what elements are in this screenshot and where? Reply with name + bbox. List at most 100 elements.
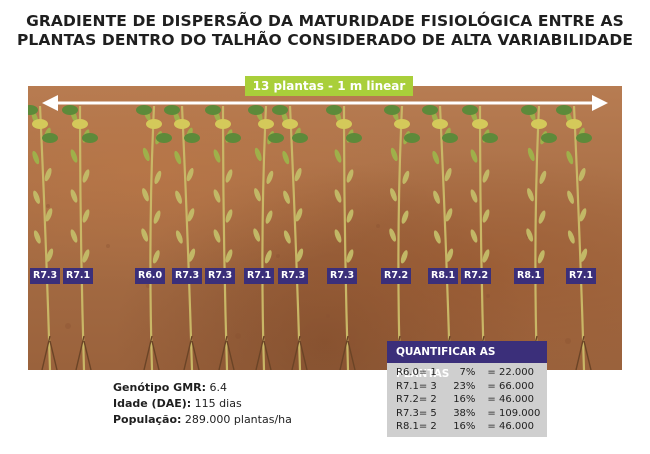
soybean-leaf: [272, 105, 288, 115]
soybean-pod: [538, 210, 546, 224]
soybean-pod: [295, 208, 303, 222]
soybean-pod: [254, 188, 261, 202]
stage-label: R7.3: [205, 268, 236, 284]
plants-illustration: [28, 95, 608, 370]
soybean-pod: [433, 230, 441, 244]
soybean-pod: [213, 229, 221, 243]
soybean-leaf: [205, 105, 221, 115]
soybean-leaf: [184, 133, 200, 143]
soybean-plant: [384, 105, 420, 370]
soybean-leaf: [566, 119, 582, 129]
soybean-pod: [432, 150, 440, 165]
soybean-plant: [272, 105, 308, 370]
plants-per-hectare: = 46.000: [487, 394, 534, 405]
soybean-root: [575, 335, 592, 370]
soybean-pod: [346, 249, 354, 263]
soybean-pod: [82, 169, 90, 183]
soybean-plant: [136, 105, 172, 370]
soybean-leaf: [326, 105, 342, 115]
soybean-leaf: [541, 133, 557, 143]
soybean-leaf: [576, 133, 592, 143]
plants-per-hectare: = 22.000: [487, 367, 534, 378]
quantification-row: R6.0= 1 7% = 22.000: [396, 366, 547, 380]
soybean-pod: [82, 209, 90, 223]
soybean-pod: [566, 150, 574, 165]
soybean-pod: [402, 170, 410, 185]
soybean-pod: [567, 190, 574, 204]
plants-per-hectare: = 66.000: [487, 380, 534, 392]
plants-per-meter-banner: 13 plantas - 1 m linear: [245, 76, 413, 96]
soybean-leaf: [531, 119, 547, 129]
soybean-leaf: [462, 105, 478, 115]
soybean-pod: [444, 167, 452, 182]
soybean-leaf: [215, 119, 231, 129]
soybean-leaf: [282, 119, 298, 129]
stage-count: R7.1= 3: [396, 380, 437, 392]
soybean-leaf: [174, 119, 190, 129]
population-row: População: 289.000 plantas/ha: [113, 412, 292, 428]
quantification-row: R8.1= 2 16% = 46.000: [396, 420, 547, 434]
soybean-leaf: [72, 119, 88, 129]
soybean-pod: [225, 209, 233, 223]
stage-label: R6.0: [135, 268, 166, 284]
soybean-pod: [400, 250, 408, 264]
stage-label: R7.1: [244, 268, 275, 284]
soybean-leaf: [394, 119, 410, 129]
soybean-pod: [44, 167, 52, 182]
soybean-pod: [70, 149, 78, 163]
soybean-pod: [537, 250, 545, 264]
soybean-pod: [142, 188, 149, 202]
soybean-pod: [446, 248, 454, 262]
soybean-pod: [174, 150, 182, 165]
soybean-pod: [334, 189, 342, 203]
soybean-pod: [294, 167, 302, 182]
soybean-pod: [445, 208, 453, 222]
soybean-pod: [482, 249, 490, 263]
stage-percent: 16%: [453, 421, 476, 432]
soybean-root: [291, 335, 308, 370]
soybean-pod: [46, 248, 54, 262]
soybean-pod: [45, 208, 53, 222]
soybean-leaf: [346, 133, 362, 143]
soybean-pod: [33, 230, 41, 244]
soybean-leaf: [248, 105, 264, 115]
soybean-plant: [326, 105, 362, 370]
soybean-pod: [141, 228, 149, 242]
soybean-plant: [164, 105, 200, 370]
soybean-pod: [213, 149, 221, 163]
soybean-root: [143, 335, 160, 370]
soybean-leaf: [62, 105, 78, 115]
stage-label: R7.3: [327, 268, 358, 284]
soybean-pod: [142, 147, 150, 162]
soybean-pod: [580, 248, 588, 262]
soybean-root: [41, 335, 58, 370]
soybean-leaf: [136, 105, 152, 115]
soybean-pod: [470, 149, 478, 163]
stage-label: R7.1: [566, 268, 597, 284]
genotype-row: Genótipo GMR: 6.4: [113, 380, 292, 396]
soybean-leaf: [82, 133, 98, 143]
soybean-plant: [248, 105, 284, 370]
soybean-pod: [33, 190, 40, 204]
soybean-pod: [482, 209, 490, 223]
soybean-pod: [334, 149, 342, 163]
soybean-pod: [283, 190, 290, 204]
soybean-pod: [186, 167, 194, 182]
soybean-pod: [153, 210, 161, 224]
soybean-pod: [578, 167, 586, 182]
soybean-pod: [152, 250, 160, 264]
soybean-leaf: [482, 133, 498, 143]
stage-count: R8.1= 2: [396, 421, 437, 432]
stage-count: R7.3= 5: [396, 407, 437, 419]
soybean-leaf: [32, 119, 48, 129]
trial-info: Genótipo GMR: 6.4 Idade (DAE): 115 dias …: [113, 380, 292, 428]
soybean-pod: [296, 248, 304, 262]
soybean-pod: [539, 170, 547, 185]
soybean-plant: [521, 105, 557, 370]
soybean-plant: [62, 105, 98, 370]
stage-percent: 38%: [453, 407, 476, 419]
soybean-pod: [470, 189, 478, 203]
soybean-pod: [82, 249, 90, 263]
soybean-pod: [32, 150, 40, 165]
quantification-row: R7.1= 3 23% = 66.000: [396, 380, 547, 394]
